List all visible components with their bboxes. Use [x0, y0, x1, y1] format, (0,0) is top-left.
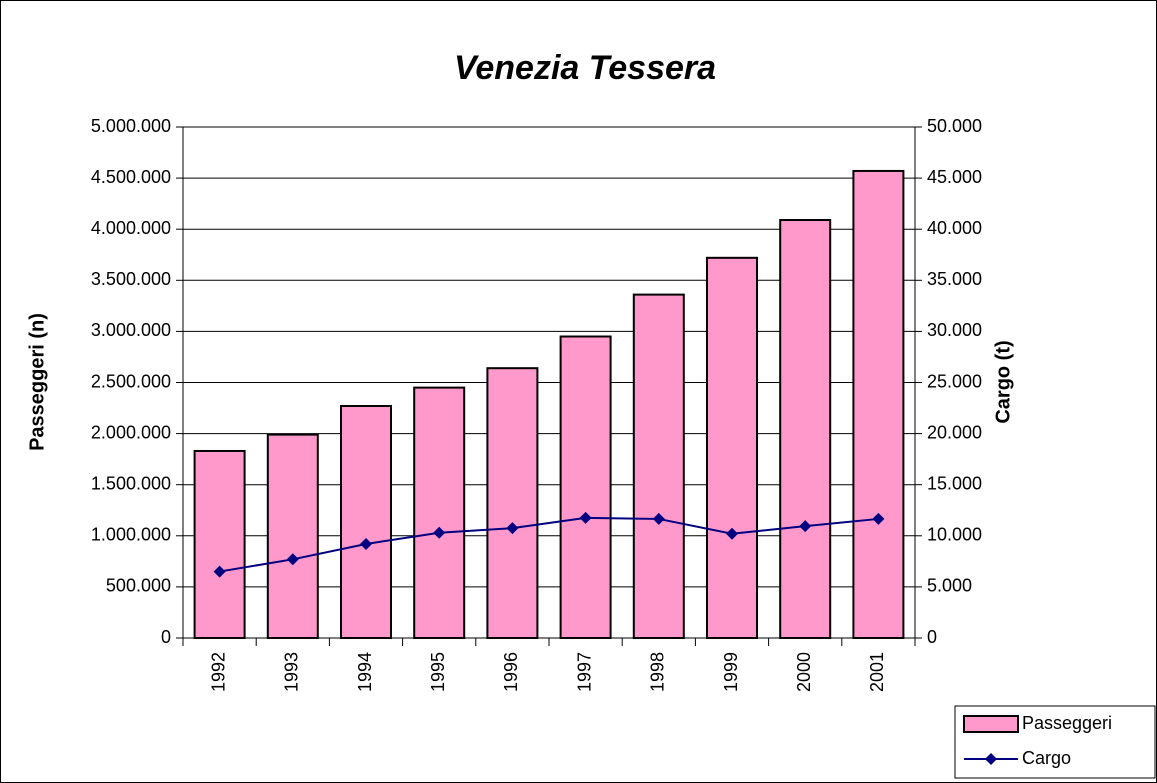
marker	[872, 512, 885, 525]
y-tick-label: 3.500.000	[91, 269, 171, 289]
x-tick-label: 1995	[428, 652, 448, 692]
bar	[779, 219, 832, 639]
y2-tick-label: 20.000	[927, 422, 982, 442]
legend-label: Passeggeri	[1022, 713, 1112, 733]
y2-axis-label: Cargo (t)	[992, 340, 1014, 423]
y-tick-label: 3.000.000	[91, 320, 171, 340]
y-tick-label: 500.000	[106, 576, 171, 596]
y2-tick-label: 40.000	[927, 218, 982, 238]
y2-tick-label: 25.000	[927, 371, 982, 391]
marker	[652, 512, 665, 525]
marker	[506, 522, 519, 535]
y-tick-label: 1.500.000	[91, 473, 171, 493]
x-tick-label: 1997	[574, 652, 594, 692]
legend-marker	[985, 753, 997, 765]
y-tick-label: 2.000.000	[91, 422, 171, 442]
y2-tick-label: 50.000	[927, 116, 982, 136]
y-tick-label: 0	[161, 627, 171, 647]
bar	[266, 433, 319, 640]
bar	[486, 367, 539, 639]
marker	[286, 553, 299, 566]
bar	[559, 335, 612, 639]
bar	[413, 386, 466, 639]
bar	[340, 405, 392, 640]
y2-tick-label: 10.000	[927, 525, 982, 545]
y2-tick-label: 0	[927, 627, 937, 647]
marker	[726, 527, 738, 540]
x-tick-label: 1998	[648, 652, 668, 692]
legend-label: Cargo	[1022, 748, 1071, 768]
marker	[799, 520, 812, 533]
legend-swatch	[963, 715, 1019, 733]
x-tick-label: 2000	[794, 652, 814, 692]
chart-title: Venezia Tessera	[454, 49, 716, 87]
x-tick-label: 1993	[282, 652, 302, 692]
y-tick-label: 5.000.000	[91, 116, 171, 136]
x-tick-label: 1999	[721, 652, 741, 692]
marker	[579, 511, 592, 524]
x-tick-label: 1996	[501, 652, 521, 692]
x-tick-label: 1992	[208, 652, 228, 692]
bar	[706, 256, 758, 639]
y-tick-label: 4.500.000	[91, 167, 171, 187]
y-tick-label: 2.500.000	[91, 371, 171, 391]
marker	[433, 526, 446, 539]
x-tick-label: 2001	[867, 652, 887, 692]
y2-tick-label: 5.000	[927, 576, 972, 596]
bar	[632, 293, 685, 639]
y-axis-label: Passeggeri (n)	[26, 313, 48, 451]
marker	[360, 537, 372, 550]
y2-tick-label: 15.000	[927, 473, 982, 493]
bar	[193, 449, 246, 639]
y2-tick-label: 45.000	[927, 167, 982, 187]
line	[219, 516, 879, 573]
bar	[852, 169, 905, 639]
y-tick-label: 1.000.000	[91, 525, 171, 545]
y2-tick-label: 35.000	[927, 269, 982, 289]
y2-tick-label: 30.000	[927, 320, 982, 340]
marker	[213, 565, 226, 578]
x-tick-label: 1994	[355, 652, 375, 692]
y-tick-label: 4.000.000	[91, 218, 171, 238]
